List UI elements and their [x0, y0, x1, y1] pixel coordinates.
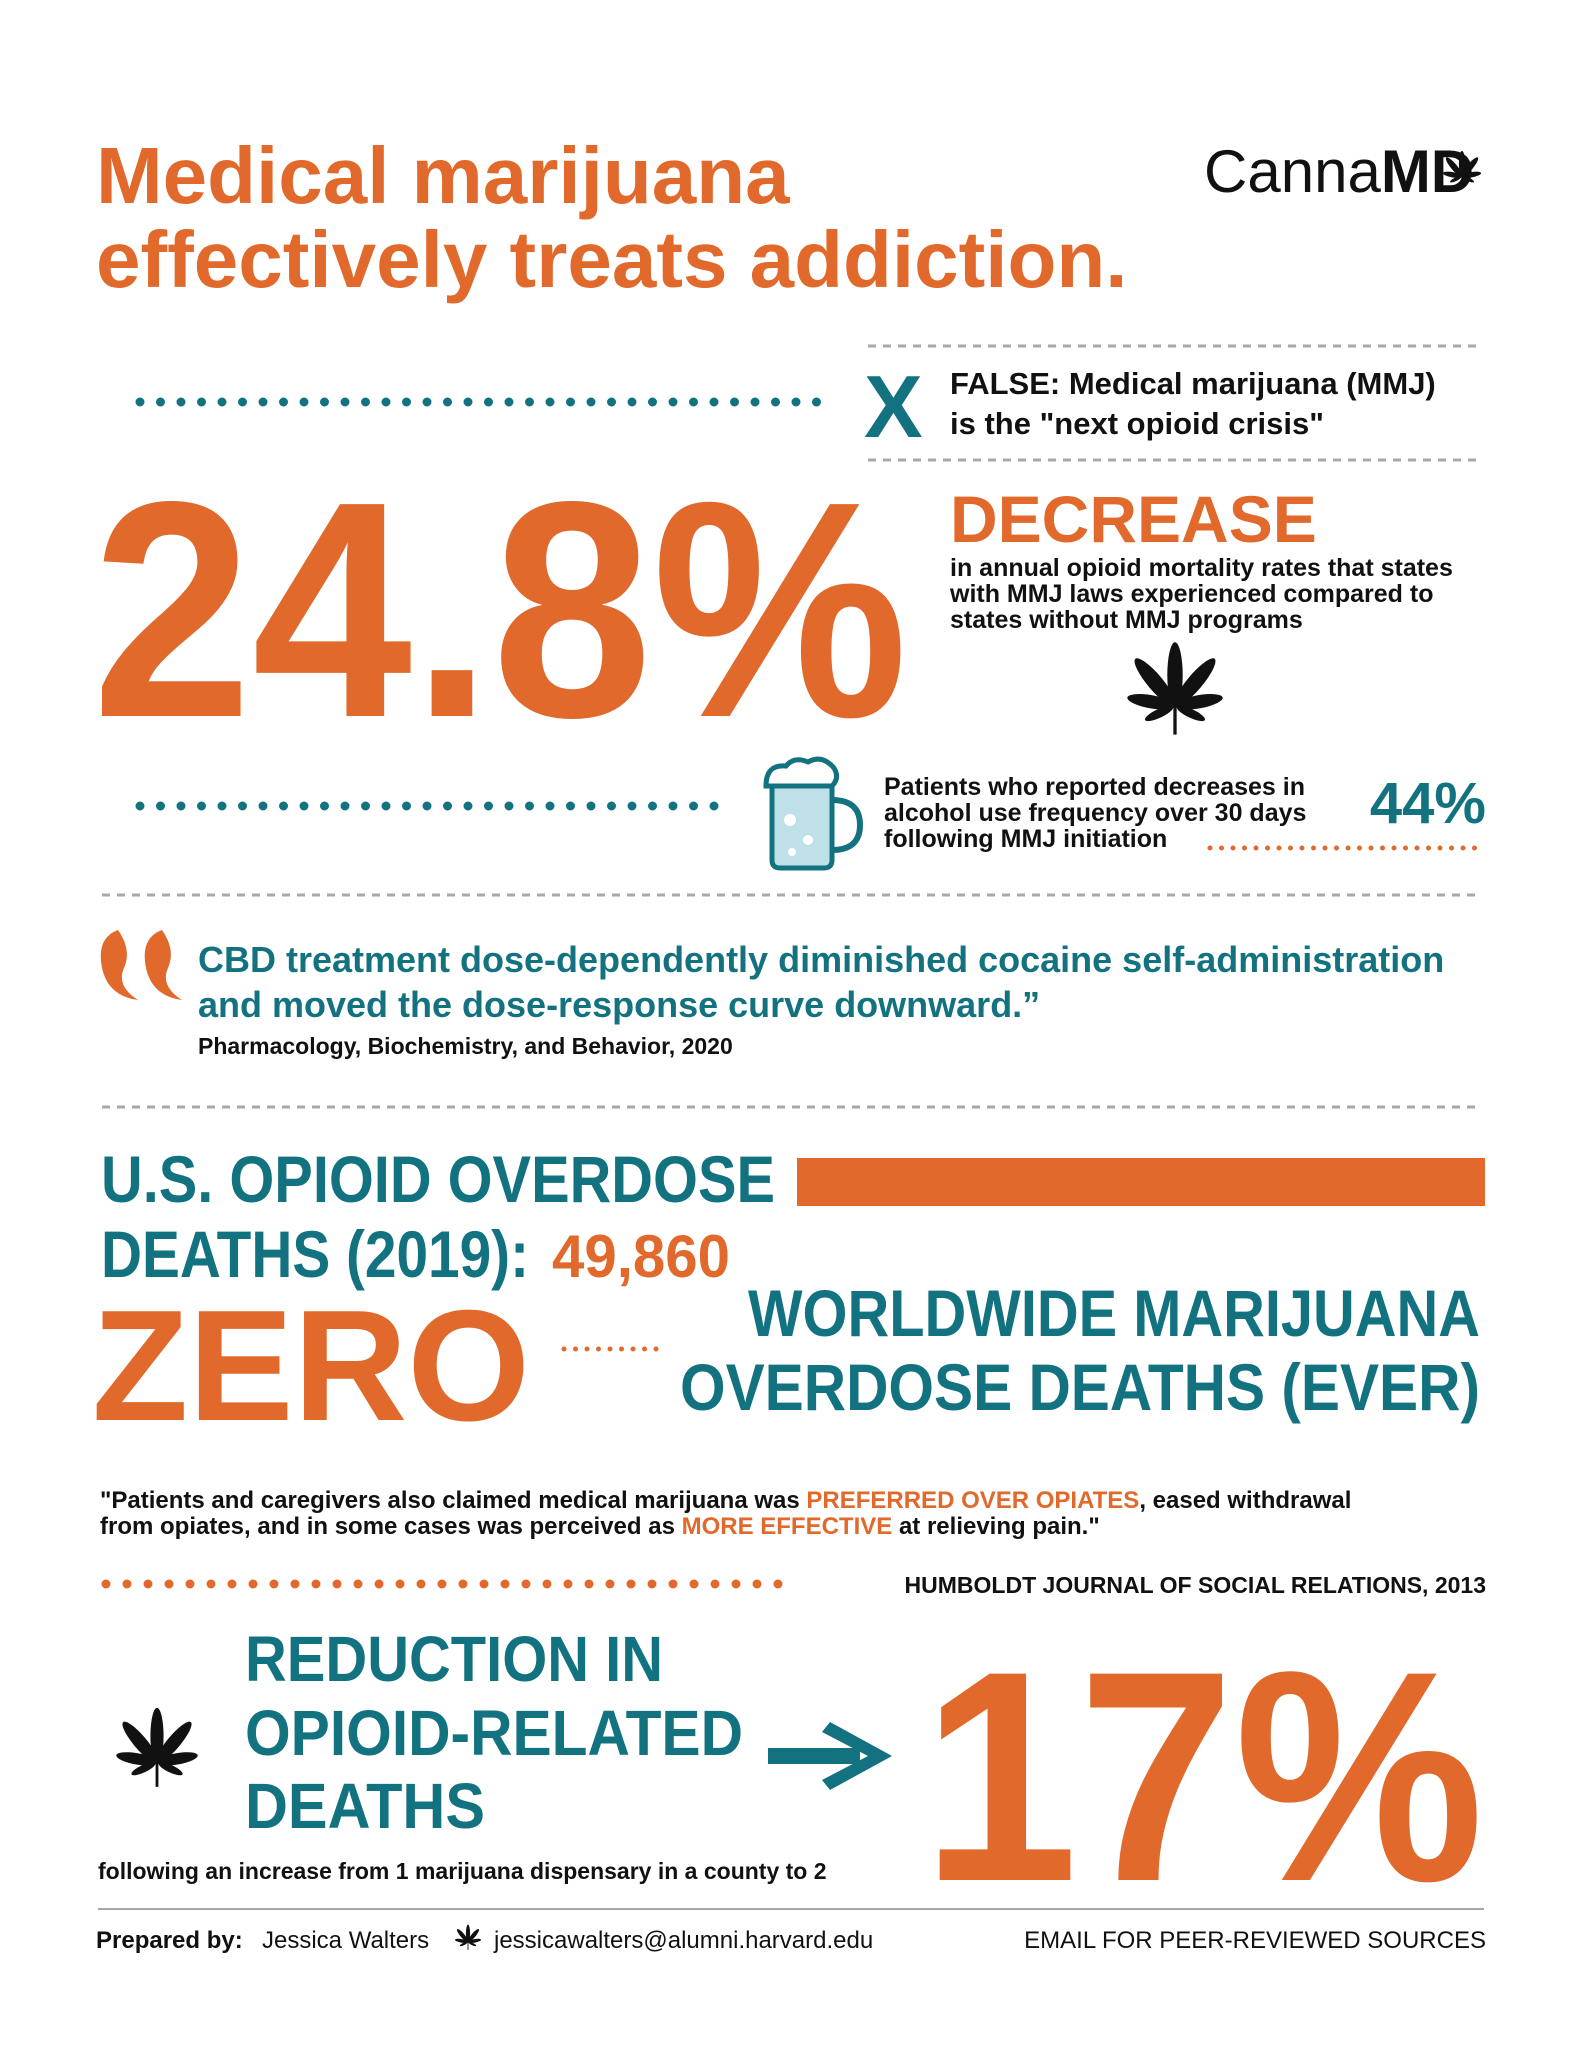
- quote-text: at relieving pain.": [892, 1513, 1099, 1540]
- footer-cta: EMAIL FOR PEER-REVIEWED SOURCES: [1024, 1927, 1486, 1954]
- quote-text: from opiates, and in some cases was perc…: [100, 1513, 682, 1540]
- quote-line: from opiates, and in some cases was perc…: [100, 1513, 1100, 1540]
- quote-source: Pharmacology, Biochemistry, and Behavior…: [198, 1033, 733, 1059]
- footer-author: Jessica Walters: [262, 1927, 429, 1954]
- stat-desc: alcohol use frequency over 30 days: [884, 799, 1306, 827]
- reduction-line: REDUCTION IN: [245, 1623, 663, 1695]
- logo-name: Canna: [1204, 138, 1381, 205]
- title-line: effectively treats addiction.: [96, 215, 1127, 304]
- logo: CannaMD: [1204, 138, 1474, 205]
- quote-highlight: PREFERRED OVER OPIATES: [806, 1487, 1139, 1514]
- overdose-line: DEATHS (2019):: [101, 1217, 529, 1291]
- zero-stat: ZERO: [92, 1278, 530, 1454]
- arrow: [768, 1722, 892, 1790]
- title-line: Medical marijuana: [96, 131, 790, 220]
- world-line: WORLDWIDE MARIJUANA: [748, 1276, 1480, 1350]
- stat-desc: with MMJ laws experienced compared to: [949, 580, 1433, 608]
- quote-line: and moved the dose-response curve downwa…: [198, 984, 1040, 1025]
- stat-desc: following MMJ initiation: [884, 825, 1167, 853]
- false-marker: X: [864, 357, 923, 456]
- stat-label: DECREASE: [950, 482, 1317, 556]
- overdose-value: 49,860: [552, 1223, 730, 1290]
- reduction-line: OPIOID-RELATED: [245, 1697, 743, 1769]
- quote-text: , eased withdrawal: [1139, 1487, 1351, 1514]
- stat-desc: in annual opioid mortality rates that st…: [950, 554, 1453, 582]
- footer-email: jessicawalters@alumni.harvard.edu: [493, 1927, 873, 1954]
- quote-source: HUMBOLDT JOURNAL OF SOCIAL RELATIONS, 20…: [905, 1572, 1486, 1598]
- leaf-icon: [115, 1707, 199, 1787]
- stat-desc: states without MMJ programs: [950, 606, 1303, 634]
- small-stat: 44%: [1370, 771, 1486, 836]
- stat-note: following an increase from 1 marijuana d…: [98, 1858, 827, 1884]
- accent-bar: [797, 1158, 1485, 1206]
- quote-line: CBD treatment dose-dependently diminishe…: [198, 939, 1444, 980]
- leaf-icon: [1126, 642, 1224, 735]
- beer-mug-icon: [763, 756, 864, 871]
- leaf-icon: [454, 1924, 482, 1950]
- world-line: OVERDOSE DEATHS (EVER): [680, 1350, 1480, 1424]
- stat-desc: Patients who reported decreases in: [884, 773, 1305, 801]
- quote-line: "Patients and caregivers also claimed me…: [100, 1487, 1351, 1514]
- big-stat: 24.8%: [92, 438, 908, 782]
- myth-line: FALSE: Medical marijuana (MMJ): [950, 366, 1436, 401]
- quote-mark: [100, 930, 182, 1000]
- big-stat: 17%: [922, 1608, 1484, 1944]
- myth-line: is the "next opioid crisis": [950, 406, 1324, 441]
- footer-label: Prepared by:: [96, 1927, 243, 1954]
- reduction-line: DEATHS: [245, 1770, 485, 1842]
- quote-text: "Patients and caregivers also claimed me…: [100, 1487, 806, 1514]
- overdose-line: U.S. OPIOID OVERDOSE: [101, 1142, 775, 1216]
- quote-highlight: MORE EFFECTIVE: [682, 1513, 893, 1540]
